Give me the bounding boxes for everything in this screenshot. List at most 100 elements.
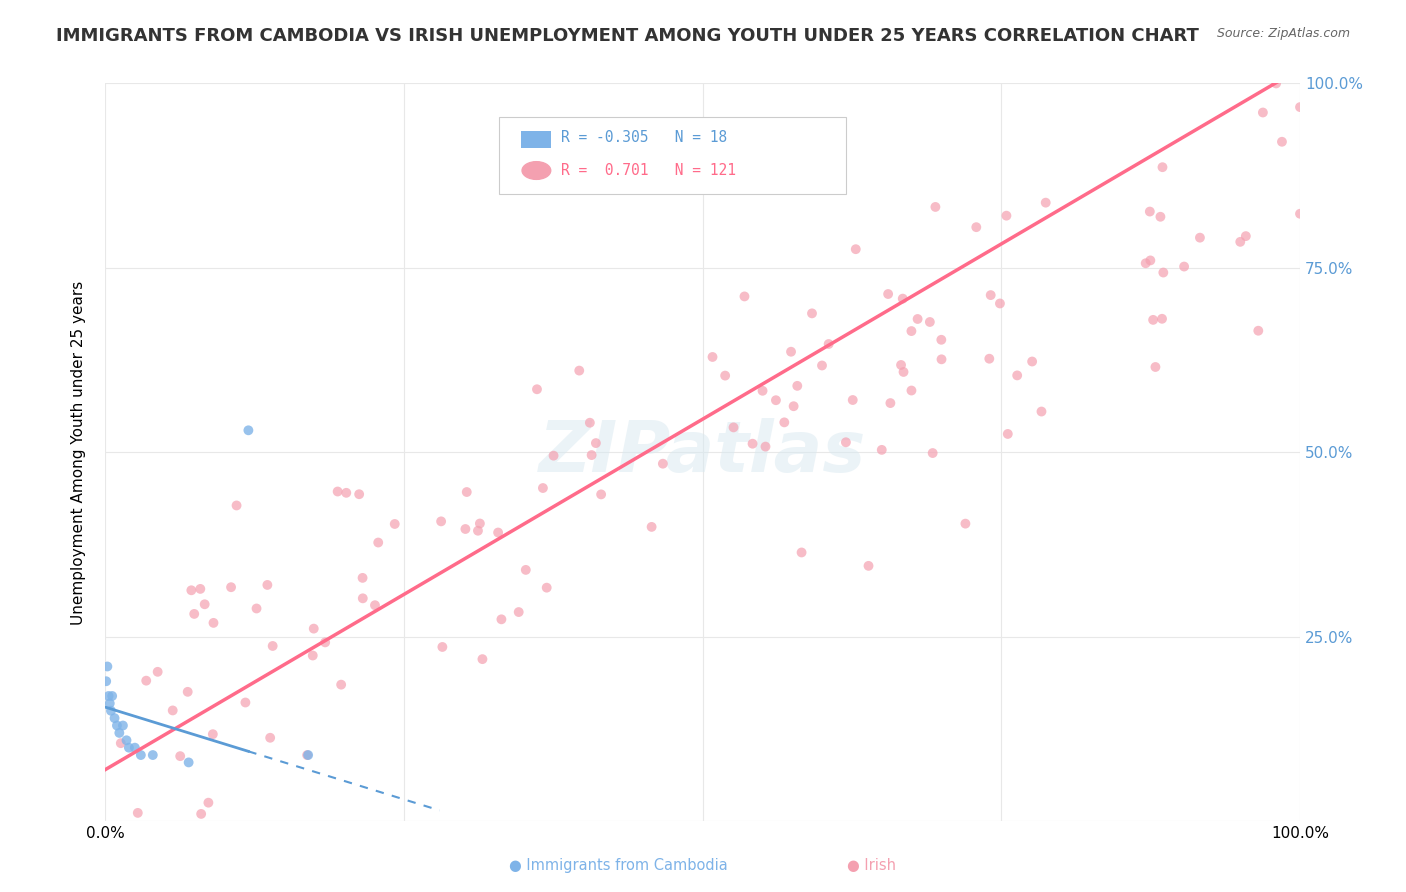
Irish	[891, 292, 914, 306]
Irish	[197, 796, 219, 810]
Text: R =  0.701   N = 121: R = 0.701 N = 121	[561, 163, 737, 178]
Irish	[751, 384, 773, 398]
Text: ● Irish: ● Irish	[848, 858, 896, 872]
Irish	[734, 289, 756, 303]
Irish	[384, 516, 406, 531]
Immigrants from Cambodia	[97, 689, 120, 703]
Irish	[235, 696, 257, 710]
Irish	[515, 563, 537, 577]
Irish	[432, 640, 454, 654]
Irish	[591, 487, 613, 501]
Irish	[924, 200, 946, 214]
Irish	[1135, 256, 1157, 270]
Irish	[754, 440, 776, 454]
Irish	[723, 420, 745, 434]
Immigrants from Cambodia	[96, 659, 118, 673]
Text: ● Immigrants from Cambodia: ● Immigrants from Cambodia	[509, 858, 728, 872]
Circle shape	[522, 161, 551, 179]
Irish	[879, 396, 901, 410]
FancyBboxPatch shape	[520, 131, 551, 148]
Irish	[491, 612, 513, 626]
Irish	[877, 287, 900, 301]
Irish	[326, 484, 349, 499]
Immigrants from Cambodia	[96, 674, 118, 689]
Irish	[127, 805, 149, 820]
Irish	[773, 416, 796, 430]
Irish	[543, 449, 565, 463]
Irish	[858, 558, 880, 573]
Irish	[301, 648, 323, 663]
Irish	[640, 520, 662, 534]
Irish	[1031, 404, 1053, 418]
Irish	[988, 296, 1011, 310]
Immigrants from Cambodia	[177, 756, 200, 770]
Irish	[1149, 210, 1171, 224]
Irish	[1035, 195, 1057, 210]
Irish	[146, 665, 169, 679]
Irish	[900, 324, 922, 338]
Irish	[870, 442, 893, 457]
Irish	[1144, 359, 1167, 374]
Irish	[259, 731, 281, 745]
Irish	[1142, 313, 1164, 327]
Irish	[581, 448, 603, 462]
Irish	[177, 685, 200, 699]
Irish	[790, 545, 813, 559]
Irish	[893, 365, 915, 379]
Irish	[931, 352, 953, 367]
Text: R = -0.305   N = 18: R = -0.305 N = 18	[561, 130, 728, 145]
Irish	[579, 416, 602, 430]
Immigrants from Cambodia	[111, 718, 134, 732]
Irish	[786, 379, 808, 393]
Irish	[568, 363, 591, 377]
Immigrants from Cambodia	[142, 747, 165, 762]
Irish	[1229, 235, 1251, 249]
Irish	[1152, 160, 1174, 174]
Irish	[531, 481, 554, 495]
Irish	[188, 582, 211, 596]
Immigrants from Cambodia	[297, 747, 319, 762]
Irish	[817, 337, 839, 351]
Irish	[1021, 354, 1043, 368]
Irish	[765, 393, 787, 408]
Irish	[262, 639, 284, 653]
Irish	[526, 382, 548, 396]
Irish	[780, 344, 803, 359]
Irish	[219, 580, 242, 594]
Irish	[295, 747, 318, 762]
Immigrants from Cambodia	[98, 697, 121, 711]
Irish	[467, 524, 489, 538]
Irish	[183, 607, 205, 621]
Irish	[1251, 105, 1274, 120]
Immigrants from Cambodia	[129, 747, 152, 762]
Irish	[352, 591, 374, 606]
Immigrants from Cambodia	[238, 423, 260, 437]
Immigrants from Cambodia	[118, 740, 141, 755]
Irish	[1289, 100, 1312, 114]
Irish	[1139, 253, 1161, 268]
Irish	[965, 220, 987, 235]
Irish	[1139, 204, 1161, 219]
Immigrants from Cambodia	[115, 733, 138, 747]
Irish	[997, 426, 1019, 441]
Irish	[367, 535, 389, 549]
Irish	[741, 436, 763, 450]
FancyBboxPatch shape	[499, 117, 846, 194]
Immigrants from Cambodia	[124, 740, 146, 755]
Irish	[1188, 230, 1211, 244]
Irish	[330, 678, 353, 692]
Immigrants from Cambodia	[103, 711, 125, 725]
Irish	[1152, 266, 1174, 280]
Irish	[585, 436, 607, 450]
Immigrants from Cambodia	[108, 726, 131, 740]
Y-axis label: Unemployment Among Youth under 25 years: Unemployment Among Youth under 25 years	[72, 280, 86, 624]
Irish	[245, 601, 267, 615]
Irish	[486, 525, 509, 540]
Irish	[456, 485, 478, 500]
Irish	[980, 288, 1002, 302]
Irish	[1265, 77, 1288, 91]
Irish	[352, 571, 374, 585]
Irish	[347, 487, 370, 501]
Irish	[1289, 207, 1312, 221]
Irish	[471, 652, 494, 666]
